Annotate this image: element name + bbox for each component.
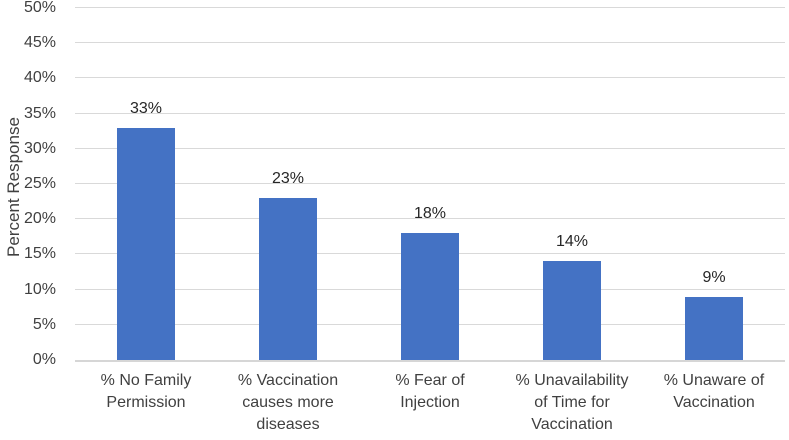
gridline — [75, 112, 785, 114]
x-axis-category-labels: % No Family Permission % Vaccination caus… — [75, 370, 785, 436]
bar-value-label: 23% — [271, 170, 305, 188]
gridline — [75, 147, 785, 149]
y-tick-label: 25% — [23, 175, 56, 192]
bar-value-label: 18% — [413, 205, 447, 223]
x-category-label: % Fear of Injection — [395, 372, 465, 411]
y-tick-label: 30% — [23, 139, 56, 157]
bar — [117, 127, 175, 360]
bar-slot: 9% — [643, 8, 785, 360]
x-category-label: % Unavailability of Time for Vaccination — [515, 372, 629, 433]
y-tick-label: 10% — [23, 280, 56, 298]
y-tick-label: 0% — [32, 351, 56, 368]
y-tick-label: 40% — [23, 69, 56, 87]
x-category-label: % No Family Permission — [100, 372, 192, 411]
bars-layer: 33% 23% 18% 14% 9% — [75, 8, 785, 360]
x-category-label: % Vaccination causes more diseases — [237, 372, 339, 433]
y-tick-label: 45% — [23, 34, 56, 52]
y-tick-label: 20% — [23, 210, 56, 228]
bar — [259, 198, 317, 360]
bar — [543, 261, 601, 360]
bar-value-label: 9% — [702, 268, 726, 286]
y-tick-label: 15% — [23, 245, 56, 263]
bar-slot: 18% — [359, 8, 501, 360]
bar-slot: 23% — [217, 8, 359, 360]
bar — [401, 233, 459, 360]
gridline — [75, 218, 785, 220]
gridline — [75, 42, 785, 44]
gridline — [75, 183, 785, 184]
y-tick-label: 35% — [23, 104, 56, 122]
bar-slot: 14% — [501, 8, 643, 360]
plot-area: 33% 23% 18% 14% 9% — [75, 7, 785, 362]
gridline — [75, 77, 785, 79]
bar-value-label: 14% — [555, 233, 589, 251]
gridline — [75, 7, 785, 8]
x-category-label: % Unaware of Vaccination — [663, 372, 765, 411]
y-axis-ticks: 0% 5% 10% 15% 20% 25% 30% 35% 40% 45% 50% — [0, 0, 62, 368]
bar — [685, 296, 743, 360]
bar-slot: 33% — [75, 8, 217, 360]
y-tick-label: 5% — [32, 315, 56, 333]
y-tick-label: 50% — [23, 0, 56, 16]
bar-value-label: 33% — [129, 99, 163, 117]
